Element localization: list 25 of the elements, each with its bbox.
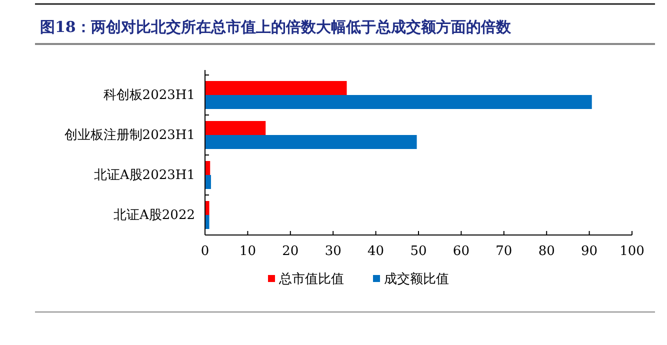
x-tick-label: 30 — [324, 244, 342, 259]
y-tick-label: 北证A股2022 — [114, 208, 195, 223]
y-tick-label: 科创板2023H1 — [103, 88, 195, 103]
x-tick-label: 60 — [452, 244, 470, 259]
y-tick-label: 北证A股2023H1 — [94, 168, 195, 183]
bar — [205, 201, 210, 215]
bar — [205, 95, 592, 109]
bar — [205, 215, 210, 229]
x-tick-label: 10 — [239, 244, 256, 259]
x-tick-label: 80 — [538, 244, 555, 259]
x-tick-label: 50 — [410, 244, 427, 259]
bar — [205, 135, 417, 149]
bar — [205, 175, 211, 189]
x-tick-label: 70 — [496, 244, 512, 259]
x-tick-label: 0 — [200, 244, 210, 259]
x-tick-label: 100 — [620, 244, 644, 259]
bar — [205, 81, 347, 95]
y-tick-label: 创业板注册制2023H1 — [64, 128, 195, 143]
chart-title: 图18：两创对比北交所在总市值上的倍数大幅低于总成交额方面的倍数 — [40, 18, 512, 36]
legend-label: 成交额比值 — [384, 271, 449, 287]
x-tick-label: 20 — [282, 244, 299, 259]
x-tick-label: 40 — [368, 244, 384, 259]
bar — [205, 121, 266, 135]
x-tick-label: 90 — [581, 244, 598, 259]
legend-label: 总市值比值 — [278, 272, 344, 287]
